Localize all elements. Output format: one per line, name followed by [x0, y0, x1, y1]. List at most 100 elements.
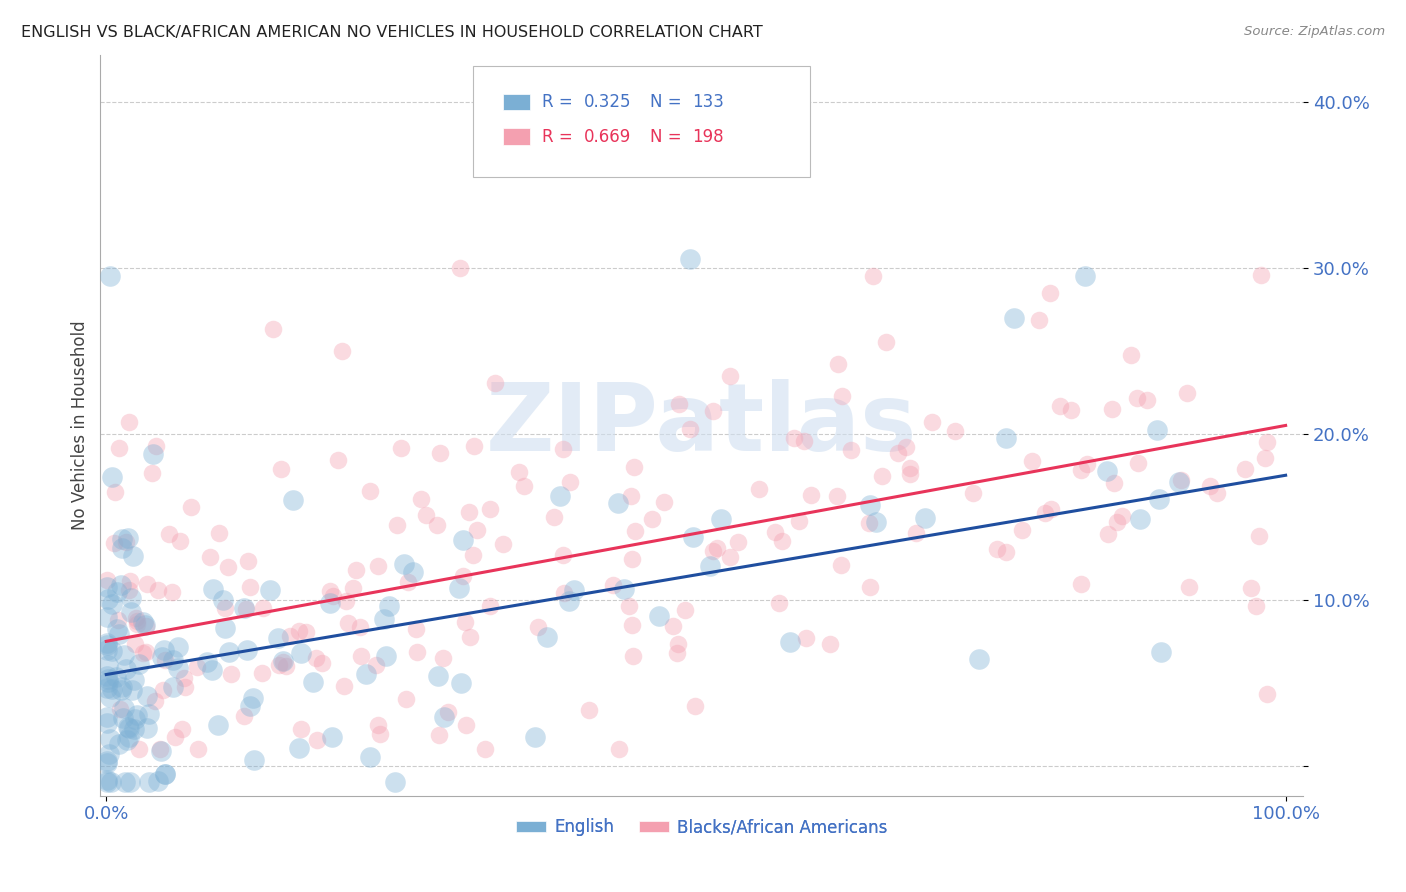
Point	[1205, 486, 1227, 500]
Point	[333, 679, 356, 693]
Point	[523, 730, 546, 744]
Point	[562, 583, 585, 598]
Point	[344, 563, 367, 577]
Point	[450, 676, 472, 690]
Point	[513, 479, 536, 493]
Point	[117, 531, 139, 545]
Point	[1249, 529, 1271, 543]
Point	[110, 683, 132, 698]
Point	[295, 624, 318, 639]
Point	[668, 397, 690, 411]
Point	[166, 661, 188, 675]
Point	[121, 683, 143, 698]
Point	[146, 773, 169, 788]
Point	[870, 469, 893, 483]
Point	[1101, 401, 1123, 416]
Text: 0.325: 0.325	[583, 93, 631, 111]
Point	[699, 558, 721, 573]
Point	[463, 439, 485, 453]
Point	[100, 681, 122, 696]
Point	[548, 489, 571, 503]
Point	[335, 594, 357, 608]
Point	[683, 698, 706, 713]
Point	[336, 615, 359, 630]
Point	[451, 533, 474, 547]
Point	[328, 452, 350, 467]
Point	[706, 541, 728, 555]
Point	[118, 731, 141, 745]
Legend: English, Blacks/African Americans: English, Blacks/African Americans	[509, 812, 894, 843]
Point	[768, 596, 790, 610]
Point	[114, 662, 136, 676]
Point	[665, 646, 688, 660]
Point	[134, 617, 156, 632]
Point	[96, 716, 118, 731]
Point	[429, 446, 451, 460]
Point	[484, 376, 506, 391]
Point	[96, 775, 118, 789]
Point	[702, 544, 724, 558]
Point	[112, 701, 135, 715]
Point	[770, 534, 793, 549]
Point	[198, 549, 221, 564]
Point	[115, 732, 138, 747]
Point	[458, 631, 481, 645]
Point	[270, 461, 292, 475]
Point	[105, 670, 128, 684]
Point	[661, 619, 683, 633]
Point	[1049, 399, 1071, 413]
Point	[1254, 450, 1277, 465]
Point	[111, 541, 134, 556]
Point	[111, 533, 134, 547]
Point	[101, 469, 124, 483]
Point	[290, 722, 312, 736]
Point	[152, 682, 174, 697]
Point	[718, 549, 741, 564]
Point	[551, 442, 574, 456]
Point	[96, 610, 118, 624]
Point	[1070, 577, 1092, 591]
Point	[163, 730, 186, 744]
Point	[621, 649, 644, 664]
Point	[394, 557, 416, 571]
Point	[117, 720, 139, 734]
Point	[122, 723, 145, 737]
Point	[96, 754, 118, 768]
Text: N =: N =	[650, 93, 688, 111]
Point	[98, 747, 121, 761]
Point	[1033, 506, 1056, 520]
Point	[103, 536, 125, 550]
Point	[118, 415, 141, 429]
Point	[411, 491, 433, 506]
Point	[623, 460, 645, 475]
Point	[108, 626, 131, 640]
Point	[167, 640, 190, 654]
Point	[914, 511, 936, 525]
Point	[349, 649, 371, 664]
Point	[269, 658, 291, 673]
Point	[527, 620, 550, 634]
Point	[98, 731, 121, 746]
Point	[1040, 501, 1063, 516]
Point	[666, 637, 689, 651]
Point	[406, 644, 429, 658]
Point	[101, 598, 124, 612]
Text: ZIPatlas: ZIPatlas	[486, 379, 918, 472]
Point	[415, 508, 437, 522]
Point	[131, 647, 153, 661]
Point	[301, 675, 323, 690]
Point	[1175, 385, 1198, 400]
Point	[187, 742, 209, 756]
Point	[271, 655, 294, 669]
Point	[621, 552, 644, 566]
Point	[274, 659, 297, 673]
Point	[373, 612, 395, 626]
Point	[105, 623, 128, 637]
Point	[1250, 268, 1272, 283]
Point	[330, 343, 353, 358]
Point	[120, 591, 142, 606]
Point	[136, 721, 159, 735]
Point	[367, 559, 389, 574]
Point	[718, 368, 741, 383]
FancyBboxPatch shape	[503, 94, 530, 110]
